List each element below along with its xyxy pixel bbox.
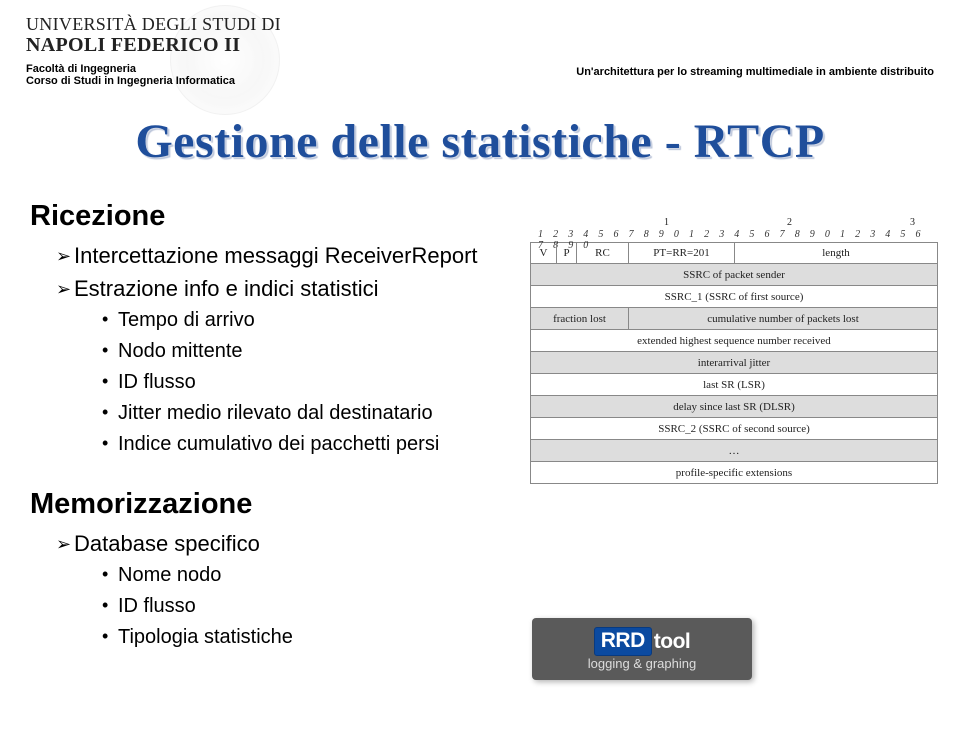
arrow-icon: ➢ xyxy=(56,531,74,558)
packet-row: … xyxy=(530,440,938,462)
packet-field-ellipsis: … xyxy=(531,440,937,461)
packet-field-v: V xyxy=(531,243,557,263)
bullet-text: ID flusso xyxy=(118,371,196,393)
faculty-name: Facoltà di Ingegneria xyxy=(26,63,281,75)
rrdtool-tagline: logging & graphing xyxy=(588,656,696,671)
bullet-text: Jitter medio rilevato dal destinatario xyxy=(118,402,433,424)
course-name: Corso di Studi in Ingegneria Informatica xyxy=(26,75,281,87)
packet-row: interarrival jitter xyxy=(530,352,938,374)
faculty-lines: Facoltà di Ingegneria Corso di Studi in … xyxy=(26,63,281,87)
packet-row: last SR (LSR) xyxy=(530,374,938,396)
bullet-text: Intercettazione messaggi ReceiverReport xyxy=(74,243,478,268)
bullet-text: Nome nodo xyxy=(118,564,221,586)
university-name-line2: NAPOLI FEDERICO II xyxy=(26,34,281,57)
rrdtool-brand-part1: RRD xyxy=(594,627,652,656)
dot-icon: • xyxy=(102,399,118,427)
bullet-lvl2: •ID flusso xyxy=(102,367,500,398)
bullet-lvl2: •Tempo di arrivo xyxy=(102,305,500,336)
bullet-lvl2: •Nome nodo xyxy=(102,560,500,591)
rrdtool-brand-part2: tool xyxy=(654,630,690,654)
bullet-text: Indice cumulativo dei pacchetti persi xyxy=(118,433,439,455)
packet-row: SSRC_2 (SSRC of second source) xyxy=(530,418,938,440)
bullet-lvl1: ➢Intercettazione messaggi ReceiverReport xyxy=(56,239,500,272)
dot-icon: • xyxy=(102,592,118,620)
packet-field-rc: RC xyxy=(577,243,629,263)
packet-row: SSRC_1 (SSRC of first source) xyxy=(530,286,938,308)
section-reception-heading: Ricezione xyxy=(30,200,500,233)
dot-icon: • xyxy=(102,430,118,458)
packet-ruler-groups: 1 2 3 xyxy=(530,214,938,228)
bullet-lvl1: ➢Estrazione info e indici statistici xyxy=(56,272,500,305)
packet-field-pt: PT=RR=201 xyxy=(629,243,735,263)
packet-row-header: V P RC PT=RR=201 length xyxy=(530,242,938,264)
packet-row: fraction lost cumulative number of packe… xyxy=(530,308,938,330)
arrow-icon: ➢ xyxy=(56,276,74,303)
packet-field-fraction-lost: fraction lost xyxy=(531,308,629,329)
bullet-lvl2: •Indice cumulativo dei pacchetti persi xyxy=(102,429,500,460)
section-storage: Memorizzazione ➢Database specifico •Nome… xyxy=(30,488,500,653)
ruler-group: 3 xyxy=(910,217,915,228)
packet-field-ssrc2: SSRC_2 (SSRC of second source) xyxy=(531,418,937,439)
slide-header: UNIVERSITÀ DEGLI STUDI DI NAPOLI FEDERIC… xyxy=(26,14,934,87)
packet-field-profile-ext: profile-specific extensions xyxy=(531,462,937,483)
packet-field-ssrc-sender: SSRC of packet sender xyxy=(531,264,937,285)
university-name-line1: UNIVERSITÀ DEGLI STUDI DI xyxy=(26,14,281,35)
packet-field-lsr: last SR (LSR) xyxy=(531,374,937,395)
packet-ruler-bits: 1 2 3 4 5 6 7 8 9 0 1 2 3 4 5 6 7 8 9 0 … xyxy=(530,228,938,242)
rrdtool-badge: RRDtool logging & graphing xyxy=(532,618,752,680)
packet-field-dlsr: delay since last SR (DLSR) xyxy=(531,396,937,417)
packet-row: delay since last SR (DLSR) xyxy=(530,396,938,418)
dot-icon: • xyxy=(102,368,118,396)
bullet-text: Tipologia statistiche xyxy=(118,626,293,648)
bullet-text: ID flusso xyxy=(118,595,196,617)
content-column: Ricezione ➢Intercettazione messaggi Rece… xyxy=(30,200,500,653)
packet-field-jitter: interarrival jitter xyxy=(531,352,937,373)
university-logo-block: UNIVERSITÀ DEGLI STUDI DI NAPOLI FEDERIC… xyxy=(26,14,281,87)
packet-row: SSRC of packet sender xyxy=(530,264,938,286)
rtcp-packet-diagram: 1 2 3 1 2 3 4 5 6 7 8 9 0 1 2 3 4 5 6 7 … xyxy=(530,214,938,484)
packet-field-cum-lost: cumulative number of packets lost xyxy=(629,308,937,329)
packet-row: extended highest sequence number receive… xyxy=(530,330,938,352)
bullet-lvl2: •Jitter medio rilevato dal destinatario xyxy=(102,398,500,429)
bullet-lvl1: ➢Database specifico xyxy=(56,527,500,560)
rrdtool-logo: RRDtool xyxy=(594,627,690,656)
bullet-text: Tempo di arrivo xyxy=(118,309,255,331)
dot-icon: • xyxy=(102,337,118,365)
packet-field-ssrc1: SSRC_1 (SSRC of first source) xyxy=(531,286,937,307)
packet-row: profile-specific extensions xyxy=(530,462,938,484)
bullet-lvl2: •ID flusso xyxy=(102,591,500,622)
packet-field-p: P xyxy=(557,243,577,263)
section-storage-heading: Memorizzazione xyxy=(30,488,500,521)
ruler-group: 1 xyxy=(664,217,669,228)
slide-subtitle-right: Un'architettura per lo streaming multime… xyxy=(576,66,934,78)
dot-icon: • xyxy=(102,561,118,589)
bullet-text: Nodo mittente xyxy=(118,340,243,362)
arrow-icon: ➢ xyxy=(56,243,74,270)
bullet-text: Database specifico xyxy=(74,531,260,556)
bullet-lvl2: •Tipologia statistiche xyxy=(102,622,500,653)
dot-icon: • xyxy=(102,623,118,651)
bullet-lvl2: •Nodo mittente xyxy=(102,336,500,367)
packet-field-ext-seq: extended highest sequence number receive… xyxy=(531,330,937,351)
dot-icon: • xyxy=(102,306,118,334)
packet-field-length: length xyxy=(735,243,937,263)
ruler-group: 2 xyxy=(787,217,792,228)
slide-title: Gestione delle statistiche - RTCP xyxy=(0,114,960,169)
bullet-text: Estrazione info e indici statistici xyxy=(74,276,378,301)
